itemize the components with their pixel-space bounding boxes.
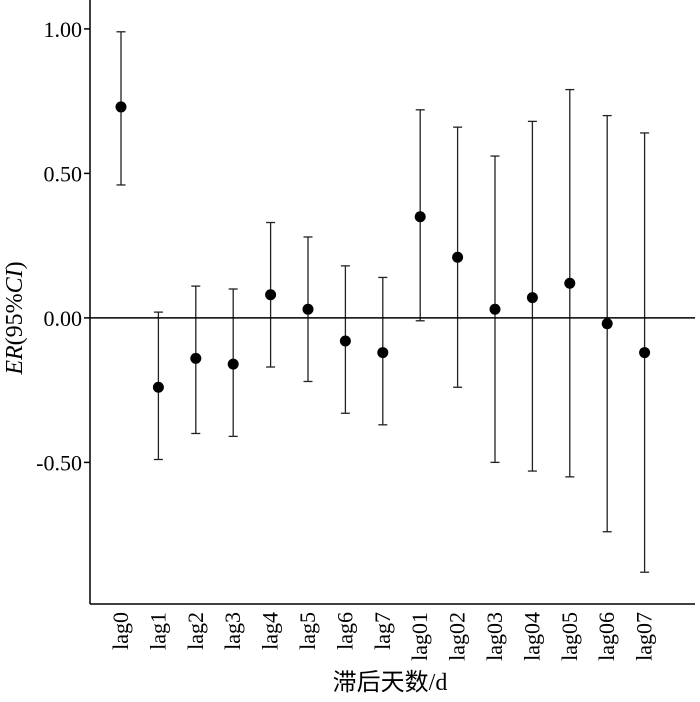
y-axis-title: ER(95%CI) [2, 261, 28, 375]
estimate-point [190, 352, 202, 364]
y-tick-label: 0.00 [44, 306, 83, 331]
x-tick-label: lag07 [632, 612, 657, 661]
x-tick-label: lag02 [445, 612, 470, 661]
x-tick-label: lag04 [519, 612, 544, 661]
x-tick-label: lag7 [370, 612, 395, 650]
estimate-point [339, 335, 351, 347]
y-tick-label: 1.00 [44, 17, 83, 42]
estimate-point [601, 318, 613, 330]
x-tick-label: lag01 [407, 612, 432, 661]
estimate-point [639, 347, 651, 359]
estimate-point [115, 101, 127, 113]
estimate-point [377, 347, 389, 359]
x-tick-label: lag0 [108, 612, 133, 650]
x-axis-title: 滞后天数/d [333, 669, 448, 696]
estimate-point [526, 292, 538, 304]
estimate-point [452, 251, 464, 263]
estimate-point [227, 358, 239, 370]
x-tick-label: lag2 [183, 612, 208, 650]
x-tick-label: lag4 [258, 612, 283, 650]
x-tick-label: lag1 [145, 612, 170, 650]
estimate-point [564, 277, 576, 289]
estimate-point [489, 303, 501, 315]
x-tick-label: lag6 [332, 612, 357, 650]
estimate-point [152, 381, 164, 393]
y-tick-label: 0.50 [44, 161, 83, 186]
x-tick-label: lag3 [220, 612, 245, 650]
y-tick-label: -0.50 [36, 450, 82, 475]
estimate-point [265, 289, 277, 301]
x-tick-label: lag06 [594, 612, 619, 661]
estimate-point [302, 303, 314, 315]
x-tick-label: lag03 [482, 612, 507, 661]
estimate-point [414, 211, 426, 223]
x-tick-label: lag5 [295, 612, 320, 650]
x-tick-label: lag05 [557, 612, 582, 661]
